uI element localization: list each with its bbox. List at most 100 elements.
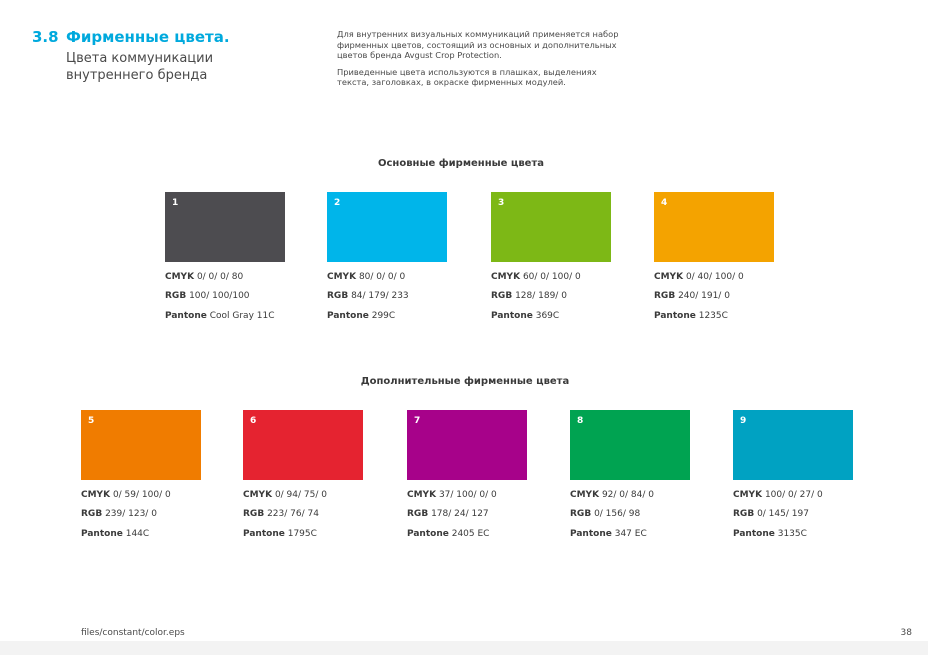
cmyk-value: CMYK 60/ 0/ 100/ 0 <box>491 272 581 282</box>
pantone-text: 369C <box>535 311 560 321</box>
pantone-value: Pantone 3135C <box>733 529 807 539</box>
section-subtitle: Цвета коммуникации внутреннего бренда <box>66 51 214 83</box>
section-title: Фирменные цвета. <box>66 28 230 46</box>
cmyk-value: CMYK 100/ 0/ 27/ 0 <box>733 490 823 500</box>
swatch-number: 1 <box>172 198 179 208</box>
rgb-text: 100/ 100/100 <box>189 291 250 301</box>
pantone-value: Pantone 1795C <box>243 529 317 539</box>
rgb-text: 128/ 189/ 0 <box>515 291 567 301</box>
cmyk-text: 0/ 40/ 100/ 0 <box>685 272 744 282</box>
swatch-7: 7 <box>407 410 527 480</box>
cmyk-value: CMYK 92/ 0/ 84/ 0 <box>570 490 654 500</box>
cmyk-value: CMYK 80/ 0/ 0/ 0 <box>327 272 405 282</box>
pantone-label: Pantone <box>570 529 612 539</box>
cmyk-label: CMYK <box>81 490 111 500</box>
rgb-value: RGB 0/ 156/ 98 <box>570 509 640 519</box>
section-number: 3.8 <box>32 28 59 46</box>
intro-text: Для внутренних визуальных коммуникаций п… <box>337 29 627 94</box>
cmyk-label: CMYK <box>243 490 273 500</box>
rgb-value: RGB 0/ 145/ 197 <box>733 509 809 519</box>
intro-paragraph: Приведенные цвета используются в плашках… <box>337 66 597 88</box>
rgb-label: RGB <box>570 509 592 519</box>
pantone-label: Pantone <box>327 311 369 321</box>
rgb-label: RGB <box>733 509 755 519</box>
cmyk-text: 92/ 0/ 84/ 0 <box>601 490 654 500</box>
cmyk-label: CMYK <box>327 272 357 282</box>
pantone-label: Pantone <box>81 529 123 539</box>
cmyk-text: 80/ 0/ 0/ 0 <box>358 272 406 282</box>
pantone-label: Pantone <box>733 529 775 539</box>
rgb-value: RGB 223/ 76/ 74 <box>243 509 319 519</box>
pantone-text: 2405 EC <box>451 529 490 539</box>
rgb-label: RGB <box>165 291 187 301</box>
cmyk-text: 100/ 0/ 27/ 0 <box>764 490 823 500</box>
swatch-8: 8 <box>570 410 690 480</box>
pantone-label: Pantone <box>165 311 207 321</box>
swatch-number: 8 <box>577 416 584 426</box>
cmyk-label: CMYK <box>570 490 600 500</box>
pantone-value: Pantone 299C <box>327 311 395 321</box>
pantone-text: 144C <box>125 529 150 539</box>
cmyk-label: CMYK <box>491 272 521 282</box>
swatch-number: 9 <box>740 416 747 426</box>
pantone-label: Pantone <box>407 529 449 539</box>
pantone-value: Pantone 144C <box>81 529 149 539</box>
swatch-4: 4 <box>654 192 774 262</box>
cmyk-value: CMYK 37/ 100/ 0/ 0 <box>407 490 497 500</box>
rgb-label: RGB <box>654 291 676 301</box>
pantone-value: Pantone Cool Gray 11C <box>165 311 275 321</box>
cmyk-label: CMYK <box>654 272 684 282</box>
pantone-value: Pantone 347 EC <box>570 529 647 539</box>
rgb-value: RGB 84/ 179/ 233 <box>327 291 409 301</box>
swatch-6: 6 <box>243 410 363 480</box>
rgb-value: RGB 178/ 24/ 127 <box>407 509 489 519</box>
pantone-value: Pantone 2405 EC <box>407 529 489 539</box>
cmyk-text: 0/ 59/ 100/ 0 <box>112 490 171 500</box>
swatch-number: 3 <box>498 198 505 208</box>
intro-paragraph: Для внутренних визуальных коммуникаций п… <box>337 29 619 61</box>
rgb-text: 84/ 179/ 233 <box>351 291 409 301</box>
rgb-text: 239/ 123/ 0 <box>105 509 157 519</box>
swatch-number: 6 <box>250 416 257 426</box>
rgb-label: RGB <box>491 291 513 301</box>
bottom-band <box>0 641 928 655</box>
rgb-text: 0/ 156/ 98 <box>594 509 641 519</box>
pantone-label: Pantone <box>491 311 533 321</box>
page-number: 38 <box>900 628 912 638</box>
cmyk-label: CMYK <box>407 490 437 500</box>
swatch-2: 2 <box>327 192 447 262</box>
rgb-text: 0/ 145/ 197 <box>757 509 809 519</box>
cmyk-label: CMYK <box>733 490 763 500</box>
pantone-text: 1235C <box>698 311 728 321</box>
cmyk-value: CMYK 0/ 59/ 100/ 0 <box>81 490 171 500</box>
swatch-9: 9 <box>733 410 853 480</box>
cmyk-text: 60/ 0/ 100/ 0 <box>522 272 581 282</box>
pantone-text: 347 EC <box>614 529 647 539</box>
secondary-colors-title: Дополнительные фирменные цвета <box>360 376 570 387</box>
swatch-1: 1 <box>165 192 285 262</box>
swatch-number: 5 <box>88 416 95 426</box>
cmyk-text: 0/ 94/ 75/ 0 <box>274 490 327 500</box>
pantone-label: Pantone <box>243 529 285 539</box>
pantone-text: 3135C <box>777 529 807 539</box>
rgb-text: 178/ 24/ 127 <box>431 509 489 519</box>
cmyk-text: 0/ 0/ 0/ 80 <box>196 272 244 282</box>
pantone-label: Pantone <box>654 311 696 321</box>
cmyk-text: 37/ 100/ 0/ 0 <box>438 490 497 500</box>
rgb-value: RGB 128/ 189/ 0 <box>491 291 567 301</box>
swatch-number: 4 <box>661 198 668 208</box>
pantone-value: Pantone 1235C <box>654 311 728 321</box>
footer-file-path: files/constant/color.eps <box>81 628 185 638</box>
cmyk-value: CMYK 0/ 40/ 100/ 0 <box>654 272 744 282</box>
rgb-value: RGB 100/ 100/100 <box>165 291 250 301</box>
swatch-number: 2 <box>334 198 341 208</box>
cmyk-label: CMYK <box>165 272 195 282</box>
rgb-value: RGB 240/ 191/ 0 <box>654 291 730 301</box>
rgb-label: RGB <box>327 291 349 301</box>
swatch-3: 3 <box>491 192 611 262</box>
swatch-5: 5 <box>81 410 201 480</box>
cmyk-value: CMYK 0/ 0/ 0/ 80 <box>165 272 243 282</box>
rgb-text: 240/ 191/ 0 <box>678 291 730 301</box>
cmyk-value: CMYK 0/ 94/ 75/ 0 <box>243 490 327 500</box>
rgb-label: RGB <box>81 509 103 519</box>
